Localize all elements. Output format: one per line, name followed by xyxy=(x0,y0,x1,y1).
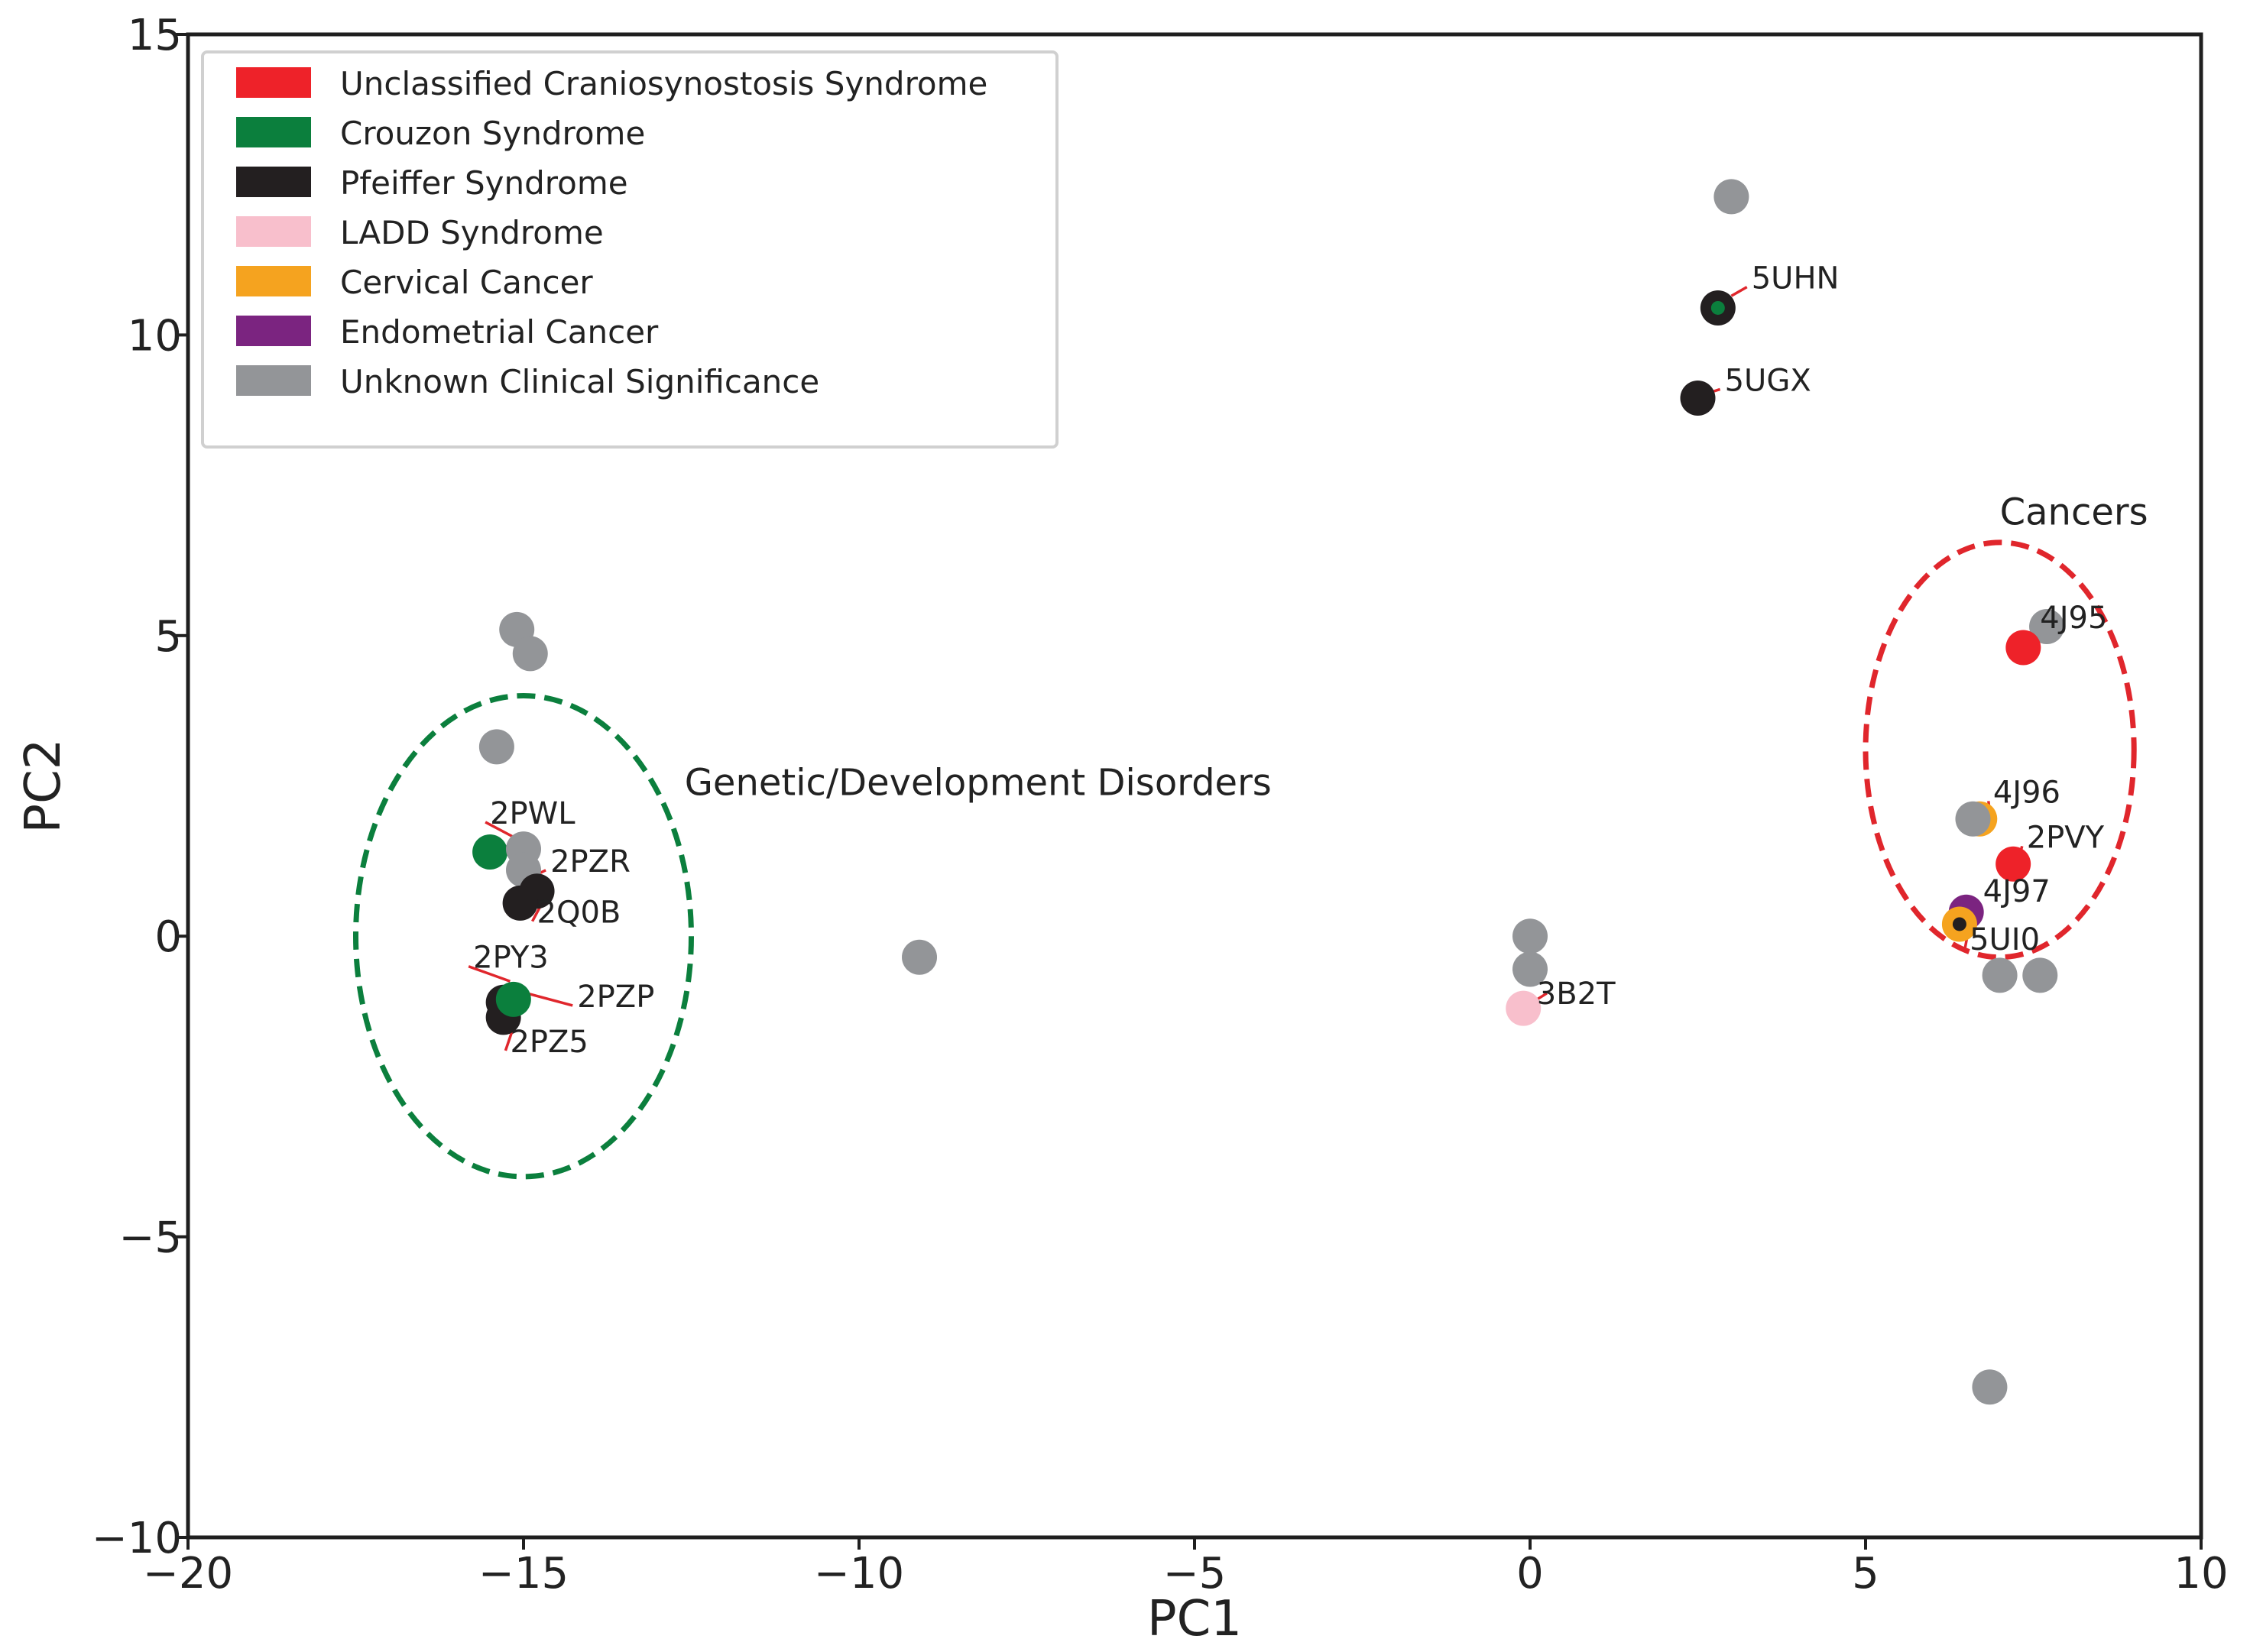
legend-label-ladd: LADD Syndrome xyxy=(340,214,604,251)
cluster-annotation-0: Genetic/Development Disorders xyxy=(685,762,1272,805)
data-point-pfeiffer-3 xyxy=(1680,381,1716,416)
data-point-unknown-0 xyxy=(1713,179,1749,215)
legend-label-cervical: Cervical Cancer xyxy=(340,264,593,301)
axes: −20 −15 −10 −5 0 5 10 −10 −5 0 5 10 15 PC1 PC2 xyxy=(15,11,2229,1647)
x-tick-label: −5 xyxy=(1163,1549,1227,1599)
data-point-unknown-6 xyxy=(478,729,514,765)
legend-swatch-unknown xyxy=(236,365,311,396)
legend: Unclassified Craniosynostosis Syndrome Cr… xyxy=(201,50,1059,449)
y-tick-label: 5 xyxy=(154,612,182,662)
y-tick-label: 15 xyxy=(128,11,182,60)
label-connector-5uhn xyxy=(1730,286,1748,297)
data-point-ladd-18 xyxy=(1506,990,1542,1026)
legend-label-unknown: Unknown Clinical Significance xyxy=(340,363,819,400)
label-connector-2py3 xyxy=(468,965,511,983)
x-tick-label: −10 xyxy=(814,1549,904,1599)
y-tick-label: −10 xyxy=(92,1514,182,1563)
legend-swatch-pfeiffer xyxy=(236,167,311,197)
x-tick-label: 10 xyxy=(2174,1549,2228,1599)
legend-label-endometrial: Endometrial Cancer xyxy=(340,313,659,351)
point-label-2pzr: 2PZR xyxy=(550,844,631,879)
legend-label-ucs: Unclassified Craniosynostosis Syndrome xyxy=(340,65,987,102)
cancers-ellipse xyxy=(1863,539,2137,960)
cluster-annotation-1: Cancers xyxy=(2000,491,2148,534)
y-axis-title: PC2 xyxy=(15,739,72,834)
data-point-unknown-28 xyxy=(2022,957,2058,993)
data-point-unknown-27 xyxy=(1982,957,2018,993)
data-point-unknown-22 xyxy=(1955,801,1991,837)
data-point-ucs-23 xyxy=(1995,846,2031,882)
legend-box xyxy=(201,50,1059,449)
point-label-2py3: 2PY3 xyxy=(473,941,549,976)
plot-area: 5UHN 5UGX 4J95 4J96 2PVY 4J97 5UI0 2PWL 2PZR 2Q0B… xyxy=(353,179,2148,1405)
point-label-2q0b: 2Q0B xyxy=(537,896,621,931)
data-point-crouzon-14 xyxy=(495,981,531,1017)
data-point-unknown-15 xyxy=(902,939,938,975)
point-label-2pwl: 2PWL xyxy=(490,796,575,831)
data-point-ucs-20 xyxy=(2005,630,2041,666)
x-axis-title: PC1 xyxy=(1147,1591,1242,1647)
data-point-pfeiffer-11 xyxy=(502,885,538,921)
label-connector-2pwl xyxy=(485,821,514,838)
legend-label-crouzon: Crouzon Syndrome xyxy=(340,115,645,152)
y-tick-label: 10 xyxy=(128,311,182,361)
legend-label-pfeiffer: Pfeiffer Syndrome xyxy=(340,164,628,202)
point-label-5ugx: 5UGX xyxy=(1725,363,1811,398)
point-label-4j95: 4J95 xyxy=(2040,601,2107,636)
point-label-3b2t: 3B2T xyxy=(1537,977,1616,1012)
y-tick-label: 0 xyxy=(154,912,182,962)
legend-swatch-crouzon xyxy=(236,117,311,147)
legend-swatch-ucs xyxy=(236,67,311,98)
point-label-4j96: 4J96 xyxy=(1993,775,2060,810)
point-label-2pz5: 2PZ5 xyxy=(510,1025,588,1060)
point-label-4j97: 4J97 xyxy=(1983,874,2051,909)
point-label-5uhn: 5UHN xyxy=(1752,261,1840,296)
data-point-unknown-5 xyxy=(512,636,548,672)
y-tick-label: −5 xyxy=(118,1213,182,1263)
x-tick-label: 0 xyxy=(1516,1549,1544,1599)
data-point-crouzon-7 xyxy=(472,834,508,870)
point-label-2pzp: 2PZP xyxy=(577,980,654,1015)
data-point-crouzon-2 xyxy=(1710,300,1725,315)
data-point-pfeiffer-26 xyxy=(1952,917,1966,931)
data-point-unknown-29 xyxy=(1972,1369,2008,1405)
x-tick-label: −15 xyxy=(478,1549,569,1599)
point-label-5ui0: 5UI0 xyxy=(1970,922,2040,957)
legend-swatch-cervical xyxy=(236,266,311,296)
x-tick-label: −20 xyxy=(143,1549,233,1599)
legend-swatch-ladd xyxy=(236,216,311,247)
data-point-unknown-17 xyxy=(1512,951,1548,987)
x-tick-label: 5 xyxy=(1852,1549,1879,1599)
label-connector-2pzp xyxy=(526,992,573,1007)
data-point-unknown-19 xyxy=(2029,608,2065,644)
legend-swatch-endometrial xyxy=(236,316,311,346)
genetic-disorders-ellipse xyxy=(353,692,694,1180)
point-label-2pvy: 2PVY xyxy=(2027,820,2105,855)
data-point-unknown-16 xyxy=(1512,918,1548,954)
